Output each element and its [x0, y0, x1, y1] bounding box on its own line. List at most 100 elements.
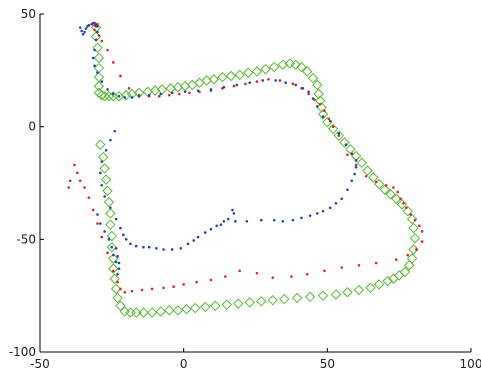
dot-marker: [147, 93, 151, 97]
y-tick-label: 50: [21, 7, 36, 21]
dot-marker: [106, 48, 109, 52]
diamond-marker: [406, 213, 418, 225]
diamond-marker: [208, 74, 220, 85]
dot-marker: [340, 266, 344, 269]
diamond-marker: [93, 80, 105, 92]
dot-marker: [215, 224, 219, 228]
diamond-marker: [404, 260, 415, 271]
diamond-marker: [290, 59, 301, 70]
dot-marker: [235, 83, 239, 87]
diamond-marker: [333, 130, 345, 141]
diamond-marker: [409, 232, 421, 244]
dot-marker: [255, 80, 259, 83]
dot-marker: [307, 90, 310, 94]
diamond-marker: [93, 71, 105, 83]
dot-marker: [93, 48, 96, 52]
diamond-marker: [200, 301, 211, 313]
dot-marker: [162, 248, 165, 251]
dot-marker: [405, 206, 408, 210]
dot-marker: [232, 84, 236, 88]
diamond-marker: [408, 244, 419, 255]
dot-marker: [150, 287, 154, 291]
dot-marker: [93, 21, 96, 25]
diamond-marker: [106, 230, 118, 242]
diamond-marker: [291, 292, 303, 304]
dot-marker: [328, 119, 332, 123]
y-tick-label: -50: [16, 232, 36, 246]
dot-marker: [278, 79, 282, 82]
dot-marker: [81, 32, 85, 36]
dot-marker: [195, 280, 198, 284]
diamond-marker: [110, 283, 122, 295]
dot-marker: [415, 248, 418, 251]
dot-marker: [294, 83, 298, 87]
dot-marker: [78, 26, 82, 29]
dot-marker: [291, 218, 295, 222]
dot-marker: [284, 81, 287, 85]
dot-marker: [96, 213, 99, 216]
dot-marker: [91, 208, 95, 212]
diamond-marker: [393, 270, 405, 281]
diamond-marker: [221, 299, 232, 310]
dot-marker: [142, 245, 145, 249]
dot-marker: [307, 92, 310, 96]
dot-marker: [99, 171, 102, 175]
diamond-marker: [368, 172, 379, 183]
diamond-marker: [243, 67, 254, 78]
dot-marker: [67, 186, 71, 189]
diamond-marker: [93, 52, 105, 64]
dot-marker: [107, 238, 111, 241]
dot-marker: [119, 287, 122, 291]
dot-marker: [232, 212, 236, 215]
dot-marker: [109, 138, 112, 142]
diamond-marker: [268, 61, 280, 73]
diamond-marker: [105, 219, 116, 230]
dot-marker: [87, 196, 91, 199]
dot-marker: [183, 90, 187, 94]
dot-marker: [374, 180, 378, 184]
dot-marker: [323, 109, 326, 113]
dot-marker: [117, 94, 121, 98]
dot-marker: [83, 30, 86, 34]
dot-marker: [301, 87, 305, 90]
diamond-marker: [95, 139, 106, 150]
dot-marker: [321, 209, 325, 213]
dot-marker: [244, 82, 247, 86]
dot-marker: [346, 188, 349, 192]
dot-marker: [353, 172, 356, 176]
dot-marker: [274, 79, 277, 82]
dot-marker: [116, 280, 119, 284]
dot-marker: [350, 179, 354, 183]
dot-marker: [114, 247, 118, 250]
dot-marker: [124, 238, 128, 241]
dot-marker: [305, 272, 309, 276]
dot-marker: [234, 220, 237, 223]
diamond-marker: [109, 273, 120, 284]
diamond-marker: [382, 275, 393, 287]
dot-marker: [374, 261, 378, 265]
dot-marker: [140, 288, 144, 292]
diamond-marker: [365, 282, 376, 293]
diamond-marker: [103, 91, 115, 102]
dot-marker: [396, 190, 400, 194]
y-tick-label: 0: [28, 120, 36, 134]
dot-marker: [100, 80, 104, 83]
diamond-marker: [388, 273, 399, 284]
diamond-marker: [251, 66, 263, 77]
diamond-marker: [391, 193, 402, 204]
dot-marker: [196, 235, 200, 239]
dot-marker: [321, 115, 325, 118]
dot-marker: [96, 71, 99, 74]
diamond-marker: [102, 185, 113, 197]
diamond-marker: [296, 61, 307, 73]
dot-marker: [224, 275, 227, 278]
dot-marker: [420, 230, 424, 233]
dot-marker: [170, 248, 174, 251]
dot-marker: [318, 102, 322, 106]
diamond-marker: [307, 73, 319, 84]
diamond-marker: [138, 307, 149, 318]
dot-marker: [127, 87, 131, 90]
dot-marker: [119, 226, 122, 230]
dot-marker: [100, 183, 104, 187]
